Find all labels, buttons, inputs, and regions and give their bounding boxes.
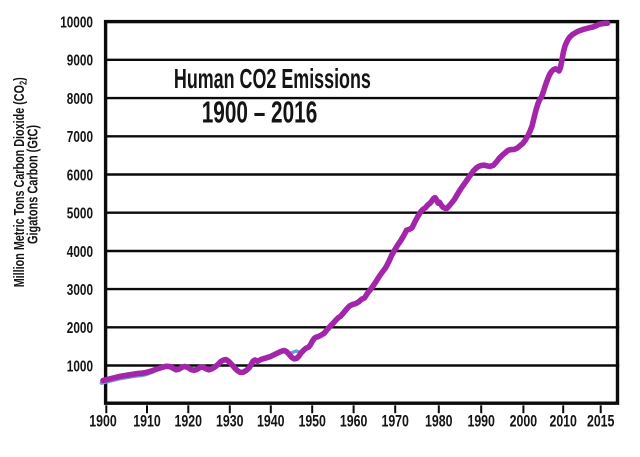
svg-text:1960: 1960 <box>340 413 368 431</box>
svg-text:1950: 1950 <box>298 413 326 431</box>
svg-text:1000: 1000 <box>67 358 93 375</box>
svg-text:1990: 1990 <box>467 413 495 431</box>
svg-text:6000: 6000 <box>67 167 93 184</box>
svg-text:5000: 5000 <box>67 206 93 223</box>
svg-text:1930: 1930 <box>216 413 244 431</box>
svg-text:1900: 1900 <box>89 413 117 431</box>
svg-text:2000: 2000 <box>510 413 538 431</box>
svg-text:9000: 9000 <box>67 53 93 70</box>
svg-text:2010: 2010 <box>549 413 577 431</box>
svg-text:2000: 2000 <box>67 320 93 337</box>
svg-text:1980: 1980 <box>425 413 453 431</box>
svg-text:1910: 1910 <box>133 413 161 431</box>
svg-text:1920: 1920 <box>175 413 203 431</box>
svg-text:7000: 7000 <box>67 129 93 146</box>
svg-text:4000: 4000 <box>67 244 93 261</box>
svg-text:1940: 1940 <box>257 413 285 431</box>
svg-text:Human CO2 Emissions: Human CO2 Emissions <box>174 63 371 94</box>
svg-text:2015: 2015 <box>587 413 615 431</box>
svg-text:3000: 3000 <box>67 282 93 299</box>
svg-text:1970: 1970 <box>381 413 409 431</box>
svg-text:Gigatons Carbon (GtC): Gigatons Carbon (GtC) <box>25 125 41 244</box>
svg-text:1900 – 2016: 1900 – 2016 <box>202 94 318 129</box>
svg-text:8000: 8000 <box>67 91 93 108</box>
svg-text:10000: 10000 <box>60 14 93 31</box>
svg-text:Million Metric Tons Carbon Dio: Million Metric Tons Carbon Dioxide (CO2) <box>12 77 30 287</box>
